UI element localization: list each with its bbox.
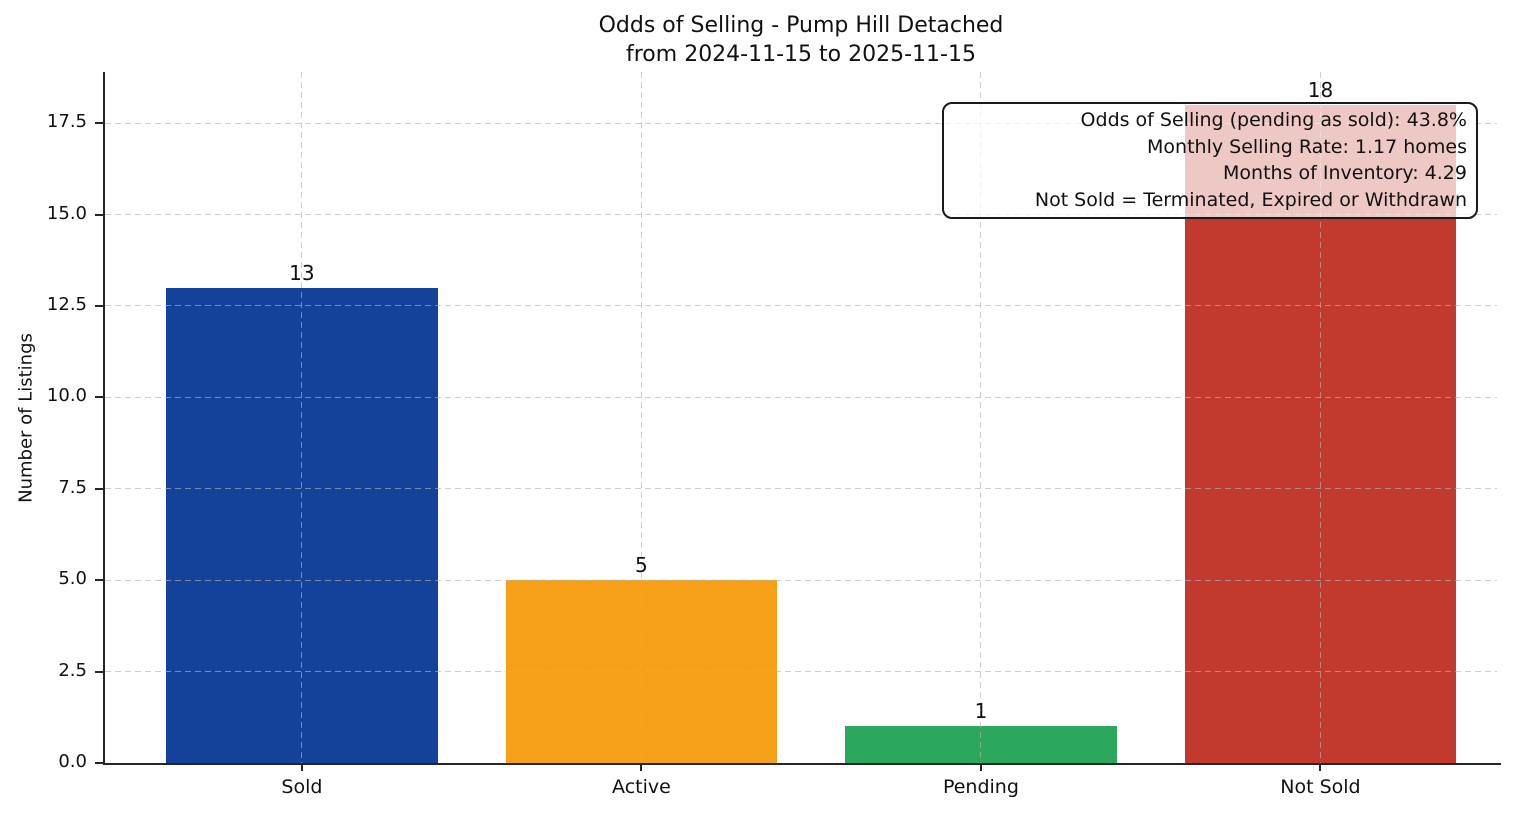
- h-gridline: [105, 396, 1497, 398]
- y-tick-mark: [95, 670, 103, 673]
- x-tick-mark: [300, 763, 303, 771]
- x-axis-spine: [103, 763, 1501, 765]
- y-tick-label: 12.5: [46, 293, 87, 315]
- y-tick-mark: [95, 396, 103, 399]
- v-gridline: [980, 72, 982, 763]
- y-tick-mark: [95, 487, 103, 490]
- y-tick-label: 0.0: [58, 751, 87, 772]
- y-tick-mark: [95, 213, 103, 216]
- y-tick-label: 15.0: [46, 202, 87, 224]
- h-gridline: [105, 488, 1497, 490]
- v-gridline: [301, 72, 303, 763]
- chart-title-block: Odds of Selling - Pump Hill Detached fro…: [105, 11, 1497, 69]
- y-tick-label: 7.5: [58, 476, 87, 498]
- x-tick-label: Not Sold: [1280, 776, 1361, 798]
- annotation-line-inventory: Months of Inventory: 4.29: [1223, 162, 1467, 184]
- chart-subtitle: from 2024-11-15 to 2025-11-15: [626, 42, 976, 67]
- h-gridline: [105, 122, 1497, 124]
- h-gridline: [105, 671, 1497, 673]
- v-gridline: [640, 72, 642, 763]
- annotation-line-notsold-def: Not Sold = Terminated, Expired or Withdr…: [1034, 188, 1467, 211]
- x-tick-label: Active: [612, 776, 671, 798]
- x-tick-label: Sold: [281, 776, 323, 798]
- bar-value-label: 18: [1307, 77, 1334, 102]
- annotation-line-rate: Monthly Selling Rate: 1.17 homes: [1147, 135, 1467, 158]
- y-tick-label: 5.0: [58, 568, 87, 590]
- x-tick-label: Pending: [942, 776, 1019, 798]
- x-tick-mark: [1319, 763, 1322, 771]
- annotation-box: Odds of Selling (pending as sold): 43.8%…: [942, 102, 1478, 219]
- x-tick-mark: [979, 763, 982, 771]
- chart-title: Odds of Selling - Pump Hill Detached: [598, 13, 1004, 38]
- plot-area: 0.0 2.5 5.0 7.5 10.0 12.5 15.0 17.5 13 Sold 5 Activ…: [47, 72, 1501, 798]
- bar-value-label: 5: [635, 553, 648, 578]
- h-gridline: [105, 305, 1497, 307]
- x-tick-mark: [640, 763, 643, 771]
- h-gridline: [105, 579, 1497, 581]
- y-tick-label: 17.5: [46, 111, 87, 133]
- annotation-line-odds: Odds of Selling (pending as sold): 43.8%: [1080, 109, 1467, 131]
- v-gridline: [1319, 72, 1321, 763]
- y-axis-spine: [103, 72, 105, 765]
- bar-value-label: 13: [289, 260, 315, 285]
- bar-value-label: 1: [974, 699, 988, 724]
- y-tick-mark: [95, 762, 103, 764]
- h-gridline: [105, 214, 1497, 216]
- y-tick-mark: [95, 304, 103, 307]
- y-tick-mark: [95, 579, 103, 582]
- y-tick-label: 2.5: [58, 659, 87, 681]
- y-tick-mark: [95, 122, 103, 125]
- y-tick-label: 10.0: [46, 385, 87, 407]
